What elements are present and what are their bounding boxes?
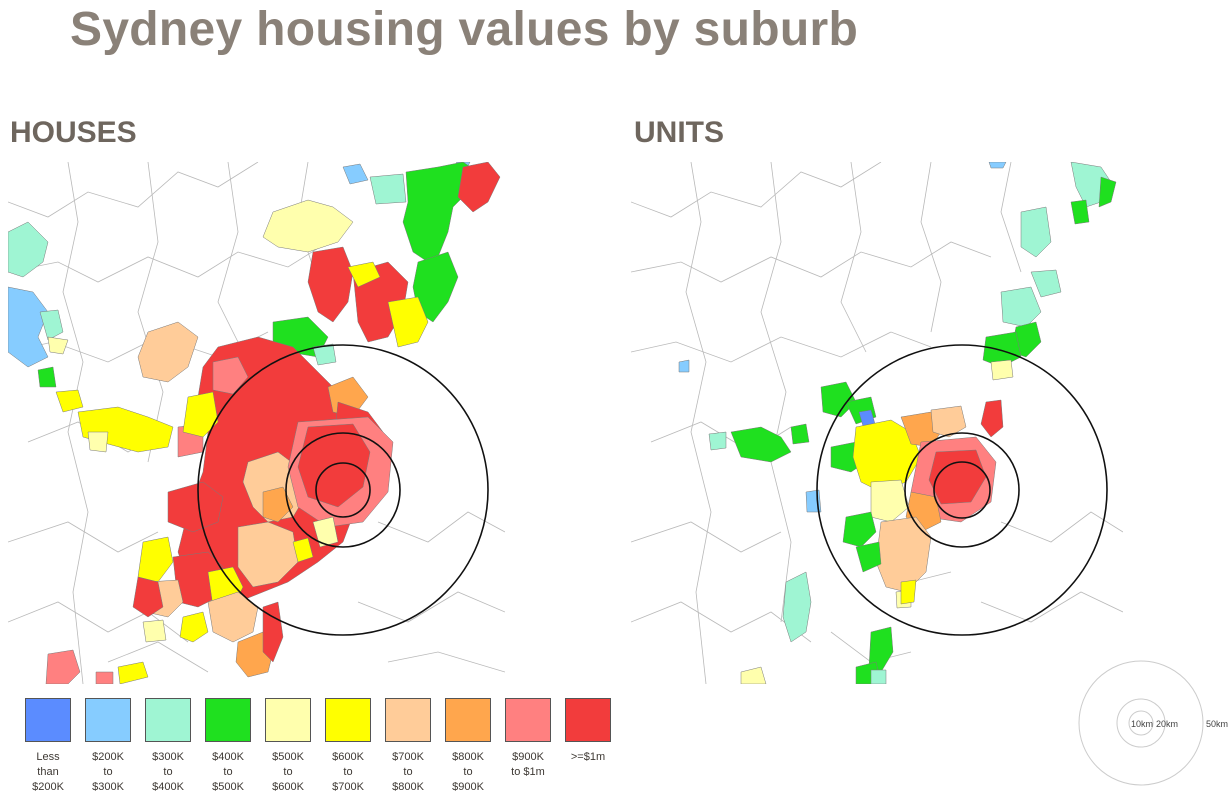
legend-swatch xyxy=(85,698,131,742)
legend-swatch xyxy=(385,698,431,742)
legend-label: $700K to $800K xyxy=(392,751,424,793)
scale-label-20km: 20km xyxy=(1156,719,1178,729)
legend-label: $400K to $500K xyxy=(212,751,244,793)
legend-swatch xyxy=(25,698,71,742)
legend-label: $600K to $700K xyxy=(332,751,364,793)
scale-ring-20km xyxy=(1116,698,1166,748)
legend-swatch xyxy=(265,698,311,742)
distance-scale-key: 10km 20km 50km xyxy=(1072,656,1231,799)
legend-label: $300K to $400K xyxy=(152,751,184,793)
legend-item-500k-600k: $500K to $600K xyxy=(258,698,318,795)
units-map[interactable] xyxy=(631,162,1123,684)
legend-label: $500K to $600K xyxy=(272,751,304,793)
legend-item-400k-500k: $400K to $500K xyxy=(198,698,258,795)
distance-scale-graphic: 10km 20km 50km xyxy=(1078,660,1228,786)
houses-map[interactable] xyxy=(8,162,505,684)
scale-ring-50km xyxy=(1078,660,1204,786)
scale-label-50km: 50km xyxy=(1206,719,1228,729)
scale-ring-10km xyxy=(1128,710,1154,736)
distance-rings xyxy=(816,344,1108,636)
legend-swatch xyxy=(205,698,251,742)
legend-item-800k-900k: $800K to $900K xyxy=(438,698,498,795)
page-title: Sydney housing values by suburb xyxy=(70,3,859,56)
legend-label: $800K to $900K xyxy=(452,751,484,793)
units-map-canvas xyxy=(631,162,1123,684)
legend-label: Less than $200K xyxy=(32,751,64,793)
legend-swatch xyxy=(565,698,611,742)
legend-label: $900K to $1m xyxy=(511,751,545,778)
legend-item-900k-1m: $900K to $1m xyxy=(498,698,558,780)
distance-rings xyxy=(197,344,489,636)
price-legend: Less than $200K $200K to $300K $300K to … xyxy=(18,698,618,799)
houses-map-heading: HOUSES xyxy=(10,116,137,149)
suburb-regions xyxy=(678,162,1117,684)
legend-item-200k-300k: $200K to $300K xyxy=(78,698,138,795)
legend-item-1m-plus: >=$1m xyxy=(558,698,618,765)
legend-label: $200K to $300K xyxy=(92,751,124,793)
houses-map-canvas xyxy=(8,162,505,684)
legend-label: >=$1m xyxy=(570,751,606,763)
legend-item-600k-700k: $600K to $700K xyxy=(318,698,378,795)
legend-swatch xyxy=(505,698,551,742)
legend-item-700k-800k: $700K to $800K xyxy=(378,698,438,795)
suburb-boundaries xyxy=(8,162,505,684)
legend-item-300k-400k: $300K to $400K xyxy=(138,698,198,795)
units-map-heading: UNITS xyxy=(634,116,724,149)
legend-swatch xyxy=(445,698,491,742)
legend-swatch xyxy=(325,698,371,742)
legend-swatch xyxy=(145,698,191,742)
suburb-regions xyxy=(8,162,501,684)
legend-item-less-than-200k: Less than $200K xyxy=(18,698,78,795)
scale-label-10km: 10km xyxy=(1131,719,1153,729)
